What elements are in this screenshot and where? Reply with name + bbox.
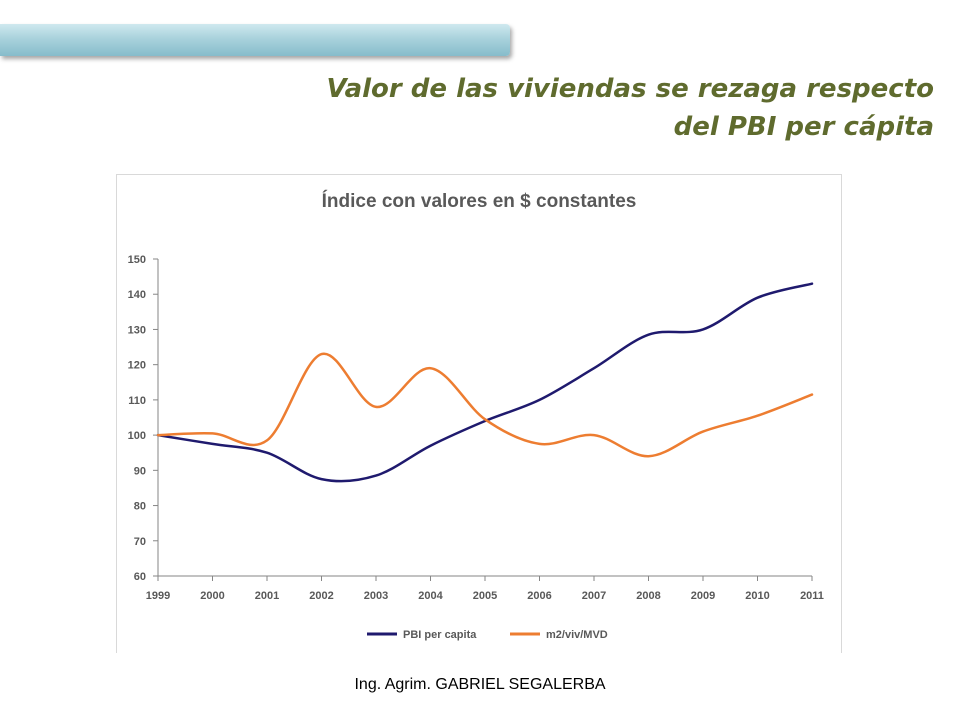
series-line-m2-viv-mvd — [156, 352, 814, 458]
slide-title-line-1: Valor de las viviendas se rezaga respect… — [326, 74, 934, 104]
x-tick-label: 2008 — [636, 590, 660, 602]
x-tick-label: 1999 — [146, 590, 170, 602]
x-tick-label: 2003 — [364, 590, 388, 602]
y-tick-label: 110 — [128, 395, 146, 407]
y-tick-label: 80 — [134, 501, 146, 513]
x-tick-label: 2011 — [800, 590, 824, 602]
x-tick-label: 2010 — [745, 590, 769, 602]
footer-author: Ing. Agrim. GABRIEL SEGALERBA — [354, 676, 606, 693]
slide-title: Valor de las viviendas se rezaga respect… — [234, 70, 934, 146]
legend-label: PBI per capita — [403, 629, 477, 641]
slide-title-line-2: del PBI per cápita — [673, 112, 934, 142]
y-tick-label: 90 — [134, 465, 146, 477]
y-tick-label: 100 — [128, 430, 146, 442]
y-tick-label: 150 — [128, 254, 146, 266]
y-tick-label: 120 — [128, 360, 146, 372]
header-accent-bar — [0, 24, 510, 56]
x-tick-label: 2007 — [582, 590, 606, 602]
x-tick-label: 2004 — [418, 590, 443, 602]
y-tick-label: 130 — [128, 324, 146, 336]
x-tick-label: 2002 — [309, 590, 333, 602]
legend-label: m2/viv/MVD — [546, 629, 608, 641]
line-chart: 60 70 80 90 100 110 120 130 140 150 1999 2000 2001 20… — [128, 254, 824, 641]
y-tick-label: 140 — [128, 289, 146, 301]
x-tick-label: 2009 — [691, 590, 715, 602]
series-line-pbi-per-capita — [156, 282, 814, 483]
chart-title: Índice con valores en $ constantes — [321, 191, 637, 212]
x-tick-label: 2001 — [255, 590, 279, 602]
y-tick-label: 60 — [134, 571, 146, 583]
y-tick-label: 70 — [134, 536, 146, 548]
x-tick-label: 2006 — [527, 590, 551, 602]
x-tick-label: 2005 — [473, 590, 497, 602]
chart-container: Índice con valores en $ constantes 60 70 8… — [116, 174, 842, 653]
x-tick-label: 2000 — [200, 590, 224, 602]
